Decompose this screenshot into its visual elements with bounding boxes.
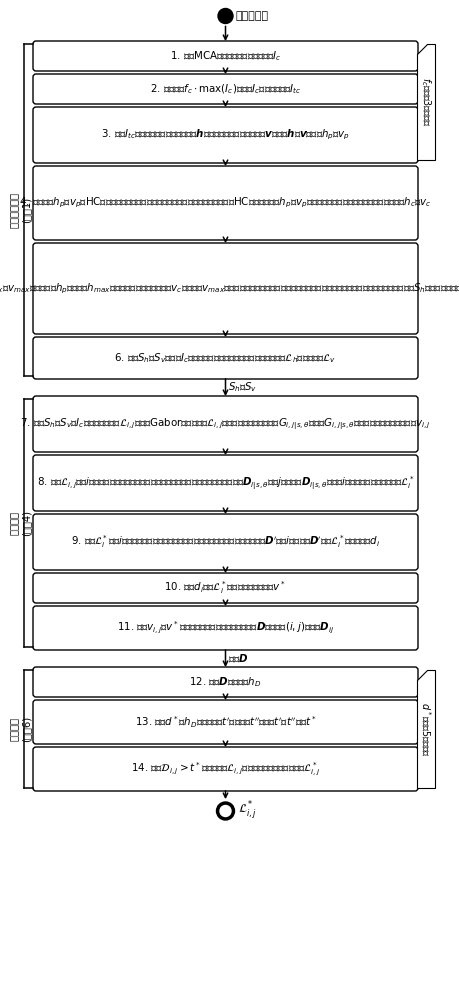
Text: 3. 计算$\boldsymbol{I_{tc}}$中各行背景像素数的多重集$\boldsymbol{h}$，各列背景像素数的多重集$\boldsymbol{v: 3. 计算$\boldsymbol{I_{tc}}$中各行背景像素数的多重集$\… bbox=[101, 128, 350, 142]
Circle shape bbox=[218, 8, 233, 23]
FancyBboxPatch shape bbox=[33, 667, 418, 697]
Text: 6. 扩展$S_h$和$S_v$以覆盖$\boldsymbol{I_c}$的大部分区域，并计算类格图案的理想行数$\mathcal{L}_h$和理想列数$\ma: 6. 扩展$S_h$和$S_v$以覆盖$\boldsymbol{I_c}$的大部… bbox=[114, 351, 336, 365]
Text: 2. 使用阈值$f_c \cdot \mathrm{max}(\boldsymbol{I_c})$二值化$\boldsymbol{I_c}$得到二值图像$\bo: 2. 使用阈值$f_c \cdot \mathrm{max}(\boldsymb… bbox=[150, 82, 301, 96]
FancyBboxPatch shape bbox=[33, 455, 418, 511]
FancyBboxPatch shape bbox=[33, 573, 418, 603]
Text: $\boldsymbol{S_h}$和$S_v$: $\boldsymbol{S_h}$和$S_v$ bbox=[229, 381, 258, 394]
FancyBboxPatch shape bbox=[33, 243, 418, 334]
Text: 8. 计算$\mathcal{L}_{i,j}$与第$i$行类格图案之间基于一维卷积投影的车贝雪夫距离，结果保存为矩阵$\boldsymbol{D}_{i|s,: 8. 计算$\mathcal{L}_{i,j}$与第$i$行类格图案之间基于一维… bbox=[37, 474, 414, 492]
Text: 1. 通过MCA计算输入图像的卡通成分$\boldsymbol{I_c}$: 1. 通过MCA计算输入图像的卡通成分$\boldsymbol{I_c}$ bbox=[170, 49, 281, 63]
Text: 纺织品图像: 纺织品图像 bbox=[235, 11, 269, 21]
FancyBboxPatch shape bbox=[33, 606, 418, 650]
FancyBboxPatch shape bbox=[33, 396, 418, 452]
Text: $f_c$由算法3计算得到: $f_c$由算法3计算得到 bbox=[419, 77, 433, 127]
Text: 14. 对应$\mathcal{D}_{i,j} > t^*$的类格图案$\mathcal{L}_{i,j}$被标记为有瑕疵的类格图案$\mathcal{L}^: 14. 对应$\mathcal{D}_{i,j} > t^*$的类格图案$\ma… bbox=[131, 760, 320, 778]
Text: 5. 根据$\boldsymbol{h_c}$和$\boldsymbol{v_c}$计算阈值$\boldsymbol{h_{max}}$和$v_{max}$，分: 5. 根据$\boldsymbol{h_c}$和$\boldsymbol{v_c… bbox=[0, 281, 459, 296]
Text: 特征比较
(算法6): 特征比较 (算法6) bbox=[9, 716, 31, 742]
Polygon shape bbox=[417, 670, 435, 788]
FancyBboxPatch shape bbox=[33, 337, 418, 379]
Text: $d^*$由算法5计算得到: $d^*$由算法5计算得到 bbox=[419, 702, 433, 756]
Text: 4. 计算基于$\boldsymbol{h_p}$和$\boldsymbol{v_p}$的HC聚类算法轮廓系数，以最大轮廓系数对应的聚类个数初始化HC聚类算法并: 4. 计算基于$\boldsymbol{h_p}$和$\boldsymbol{v… bbox=[19, 196, 431, 210]
Polygon shape bbox=[417, 44, 435, 160]
FancyBboxPatch shape bbox=[33, 700, 418, 744]
FancyBboxPatch shape bbox=[33, 107, 418, 163]
Text: 11. 计算$\boldsymbol{v_{i,j}}$和$\boldsymbol{v^*}$的车贝雪夫距离，结果保存为矩阵$\boldsymbol{D}$中索: 11. 计算$\boldsymbol{v_{i,j}}$和$\boldsymbo… bbox=[117, 620, 334, 636]
Text: 9. 计算$\mathcal{L}^*_i$与第$i$行类格图案之间基于特征向量的车贝雪夫距离，结果保存为矩阵$\boldsymbol{D}'$的第$i$行，根: 9. 计算$\mathcal{L}^*_i$与第$i$行类格图案之间基于特征向量… bbox=[71, 534, 380, 550]
Text: 13. 基于$d^*$和$h_D$计算缺口值$t'$和断崖值$t''$，根据$t'$和$t''$计算$t^*$: 13. 基于$d^*$和$h_D$计算缺口值$t'$和断崖值$t''$，根据$t… bbox=[134, 714, 316, 730]
Text: 7. 根据$S_h$和$S_v$将$\boldsymbol{I_c}$分割为类格图案$\mathcal{L}_{i,j}$，使用Gabor滤波器组与$\math: 7. 根据$S_h$和$S_v$将$\boldsymbol{I_c}$分割为类格… bbox=[20, 416, 431, 432]
FancyBboxPatch shape bbox=[33, 41, 418, 71]
Text: 特征提取
(算法4): 特征提取 (算法4) bbox=[9, 510, 31, 536]
Text: 类格图案分割
(算法1): 类格图案分割 (算法1) bbox=[9, 192, 31, 228]
FancyBboxPatch shape bbox=[33, 74, 418, 104]
FancyBboxPatch shape bbox=[33, 166, 418, 240]
Text: 12. 计算$\boldsymbol{D}$的直方图$\boldsymbol{h_D}$: 12. 计算$\boldsymbol{D}$的直方图$\boldsymbol{h… bbox=[189, 675, 262, 689]
Text: $\mathcal{L}^*_{i,j}$: $\mathcal{L}^*_{i,j}$ bbox=[237, 800, 257, 822]
Text: 10. 根据$d_i$筛选$\mathcal{L}^*_i$，基于筛选结果计算$\boldsymbol{v^*}$: 10. 根据$d_i$筛选$\mathcal{L}^*_i$，基于筛选结果计算$… bbox=[164, 580, 286, 596]
FancyBboxPatch shape bbox=[33, 747, 418, 791]
Circle shape bbox=[217, 802, 235, 820]
Circle shape bbox=[220, 806, 231, 816]
Text: 矩阵$\boldsymbol{D}$: 矩阵$\boldsymbol{D}$ bbox=[229, 653, 249, 664]
FancyBboxPatch shape bbox=[33, 514, 418, 570]
